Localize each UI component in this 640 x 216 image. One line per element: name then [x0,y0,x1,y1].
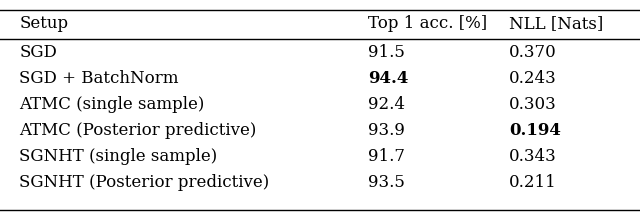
Text: SGD: SGD [19,44,57,61]
Text: 91.7: 91.7 [368,148,405,165]
Text: SGNHT (Posterior predictive): SGNHT (Posterior predictive) [19,174,269,191]
Text: ATMC (single sample): ATMC (single sample) [19,96,205,113]
Text: Setup: Setup [19,15,68,32]
Text: 91.5: 91.5 [368,44,405,61]
Text: 93.9: 93.9 [368,122,405,139]
Text: 93.5: 93.5 [368,174,405,191]
Text: NLL [Nats]: NLL [Nats] [509,15,603,32]
Text: ATMC (Posterior predictive): ATMC (Posterior predictive) [19,122,257,139]
Text: SGD + BatchNorm: SGD + BatchNorm [19,70,179,87]
Text: 0.370: 0.370 [509,44,557,61]
Text: 0.303: 0.303 [509,96,557,113]
Text: 94.4: 94.4 [368,70,408,87]
Text: 0.211: 0.211 [509,174,557,191]
Text: 92.4: 92.4 [368,96,405,113]
Text: 0.243: 0.243 [509,70,557,87]
Text: 0.343: 0.343 [509,148,557,165]
Text: SGNHT (single sample): SGNHT (single sample) [19,148,218,165]
Text: 0.194: 0.194 [509,122,561,139]
Text: Top 1 acc. [%]: Top 1 acc. [%] [368,15,487,32]
